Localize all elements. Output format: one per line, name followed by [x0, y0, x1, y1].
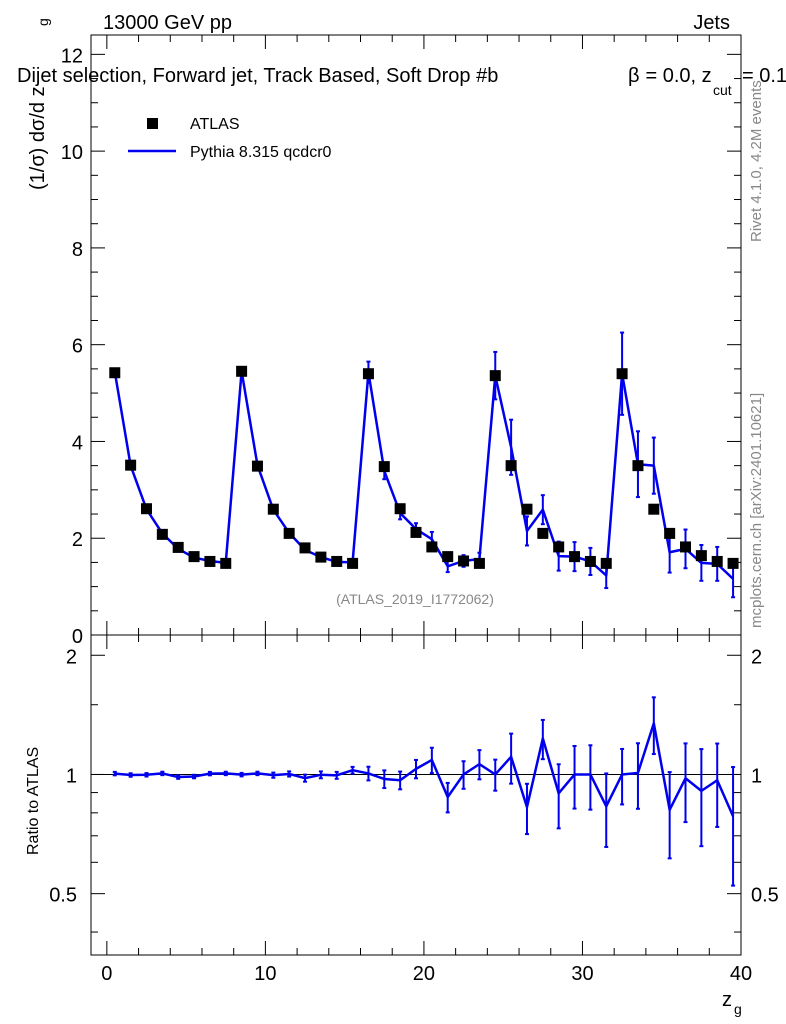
mcplots-label: mcplots.cern.ch [arXiv:2401.10621]	[748, 393, 765, 628]
data-point	[680, 541, 692, 553]
ratio-y-tick-label-right: 1	[751, 765, 762, 787]
ratio-y-axis: 0.5 0.5 1 1 2 2	[49, 646, 779, 933]
data-point	[251, 460, 263, 472]
main-y-label-group: (1/σ) dσ/d z g	[27, 18, 51, 190]
data-point	[394, 503, 406, 515]
data-point	[616, 368, 628, 380]
data-point	[584, 555, 596, 567]
ratio-x-axis: 0 10 20 30 40	[101, 635, 752, 985]
beta-zcut-eq: = 0.0, z	[646, 65, 712, 87]
data-point	[362, 368, 374, 380]
data-point	[569, 551, 581, 563]
data-point	[299, 542, 311, 554]
zcut-subscript: cut	[713, 82, 732, 98]
data-point	[600, 557, 612, 569]
ratio-x-tick-label: 0	[101, 963, 112, 985]
mc-line	[113, 370, 734, 580]
main-y-tick-label: 4	[72, 432, 83, 454]
ratio-x-tick-label: 30	[571, 963, 593, 985]
legend-data-label: ATLAS	[190, 116, 240, 133]
main-y-tick-label: 6	[72, 336, 83, 358]
zcut-value: = 0.1	[742, 65, 786, 87]
data-point	[553, 541, 565, 553]
mcplots-side-group: mcplots.cern.ch [arXiv:2401.10621]	[748, 393, 765, 628]
data-point	[505, 460, 517, 472]
main-panel-frame	[90, 34, 742, 636]
rivet-label: Rivet 4.1.0, 4.2M events	[748, 80, 765, 242]
main-y-tick-label: 0	[72, 626, 83, 648]
main-data-series	[109, 365, 739, 569]
ratio-x-tick-label: 20	[413, 963, 435, 985]
data-point	[378, 461, 390, 473]
ratio-y-tick-label: 2	[66, 646, 77, 668]
ratio-mc-series	[114, 722, 735, 817]
data-point	[537, 527, 549, 539]
main-y-label-sub: g	[35, 18, 51, 26]
ratio-panel-frame	[90, 634, 742, 956]
ratio-mc-errorbars	[112, 696, 736, 887]
main-y-tick-label: 12	[61, 45, 83, 67]
data-point	[172, 541, 184, 553]
ratio-y-label-group: Ratio to ATLAS	[25, 747, 42, 855]
ratio-x-tick-label: 10	[254, 963, 276, 985]
data-point	[426, 541, 438, 553]
data-point	[632, 460, 644, 472]
data-point	[140, 503, 152, 515]
x-axis-label: z	[722, 989, 732, 1011]
legend-data-marker	[147, 118, 158, 129]
legend-mc-label: Pythia 8.315 qcdcr0	[190, 144, 332, 161]
data-point	[410, 526, 422, 538]
main-y-tick-label: 8	[72, 239, 83, 261]
data-point	[125, 459, 137, 471]
ratio-y-tick-label-right: 2	[751, 646, 762, 668]
main-y-label: (1/σ) dσ/d z	[27, 86, 49, 190]
main-x-axis	[106, 35, 742, 635]
main-mc-series	[113, 370, 734, 580]
analysis-id: (ATLAS_2019_I1772062)	[336, 591, 494, 607]
data-point	[220, 557, 232, 569]
data-point	[315, 551, 327, 563]
selection-title: Dijet selection, Forward jet, Track Base…	[17, 65, 498, 87]
ratio-x-tick-label: 40	[730, 963, 752, 985]
ratio-y-tick-label: 0.5	[49, 885, 77, 907]
main-y-axis: 0 2 4 6 8 10 12	[61, 45, 741, 648]
data-point	[727, 557, 739, 569]
data-point	[458, 555, 470, 567]
data-point	[473, 557, 485, 569]
data-point	[664, 527, 676, 539]
beta-label: β = 0.0, z	[628, 65, 712, 87]
ratio-y-tick-label: 1	[66, 765, 77, 787]
data-point	[236, 365, 248, 377]
data-point	[521, 503, 533, 515]
data-point	[204, 555, 216, 567]
data-point	[109, 367, 121, 379]
data-point	[331, 555, 343, 567]
data-point	[711, 555, 723, 567]
ratio-y-label: Ratio to ATLAS	[25, 747, 42, 855]
data-point	[442, 551, 454, 563]
ratio-y-tick-label-right: 0.5	[751, 885, 779, 907]
energy-label: 13000 GeV pp	[103, 12, 232, 34]
data-point	[489, 370, 501, 382]
data-point	[283, 527, 295, 539]
data-point	[156, 528, 168, 540]
data-point	[267, 503, 279, 515]
ratio-line	[114, 722, 735, 817]
rivet-side-group: Rivet 4.1.0, 4.2M events	[748, 80, 765, 242]
main-y-tick-label: 2	[72, 529, 83, 551]
data-point	[648, 503, 660, 515]
data-point	[188, 551, 200, 563]
data-point	[695, 550, 707, 562]
beta-symbol: β	[628, 65, 640, 87]
main-y-tick-label: 10	[61, 142, 83, 164]
data-point	[347, 557, 359, 569]
category-label: Jets	[693, 12, 730, 34]
x-axis-label-sub: g	[734, 1001, 742, 1017]
